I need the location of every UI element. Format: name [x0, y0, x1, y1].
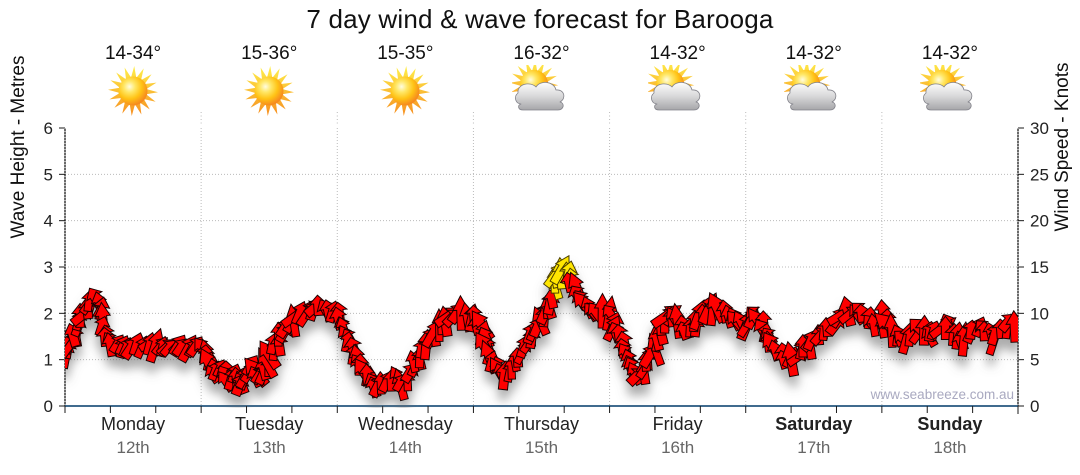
- svg-text:5: 5: [44, 165, 53, 184]
- svg-text:15: 15: [1030, 258, 1049, 277]
- svg-text:5: 5: [1030, 351, 1039, 370]
- svg-text:10: 10: [1030, 304, 1049, 323]
- svg-text:4: 4: [44, 212, 53, 231]
- svg-text:30: 30: [1030, 119, 1049, 138]
- svg-text:1: 1: [44, 351, 53, 370]
- svg-text:3: 3: [44, 258, 53, 277]
- svg-text:25: 25: [1030, 165, 1049, 184]
- svg-text:0: 0: [1030, 397, 1039, 416]
- svg-text:0: 0: [44, 397, 53, 416]
- svg-text:20: 20: [1030, 212, 1049, 231]
- svg-text:2: 2: [44, 304, 53, 323]
- svg-text:6: 6: [44, 119, 53, 138]
